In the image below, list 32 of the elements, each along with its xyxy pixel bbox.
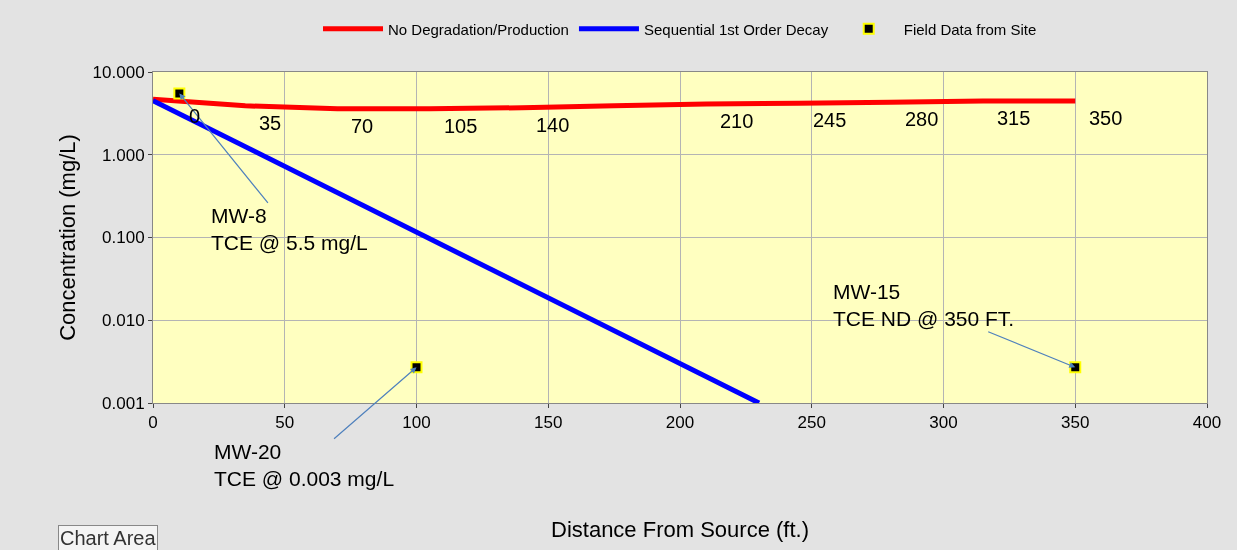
- annotation: 210: [720, 110, 754, 132]
- annotation: 280: [905, 108, 939, 130]
- y-tick-label: 10.000: [92, 62, 145, 82]
- text: Chart Area: [60, 527, 157, 549]
- annotation: MW-20 TCE @ 0.003 mg/L: [214, 440, 395, 491]
- annotation: 140: [536, 114, 570, 136]
- annotation: MW-8 TCE @ 5.5 mg/L: [211, 204, 368, 255]
- legend-label: No Degradation/Production: [388, 20, 569, 38]
- legend-label: Field Data from Site: [903, 20, 1037, 38]
- annotation: 105: [444, 115, 478, 137]
- x-tick-label: 150: [534, 413, 563, 433]
- annotation: 315: [997, 107, 1031, 129]
- y-tick-label: 1.000: [102, 145, 145, 165]
- x-axis-title: Distance From Source (ft.): [551, 517, 809, 543]
- x-tick-label: 350: [1061, 413, 1090, 433]
- y-axis-title: Concentration (mg/L): [55, 134, 81, 341]
- x-tick-label: 100: [402, 413, 431, 433]
- y-tick-label: 0.100: [102, 228, 145, 248]
- annotation: 35: [259, 112, 282, 134]
- annotation: 245: [813, 109, 847, 131]
- x-tick-label: 0: [148, 413, 158, 433]
- y-tick-label: 0.010: [102, 311, 145, 331]
- x-tick-label: 300: [929, 413, 958, 433]
- x-tick-label: 50: [275, 413, 295, 433]
- legend-label: Sequential 1st Order Decay: [643, 20, 829, 38]
- x-tick-label: 250: [797, 413, 826, 433]
- x-tick-label: 200: [665, 413, 695, 433]
- y-tick-label: 0.001: [102, 393, 145, 413]
- x-tick-label: 400: [1192, 413, 1222, 433]
- annotation: 350: [1089, 107, 1123, 129]
- annotation: MW-15 TCE ND @ 350 FT.: [833, 280, 1015, 331]
- annotation: 70: [351, 115, 374, 137]
